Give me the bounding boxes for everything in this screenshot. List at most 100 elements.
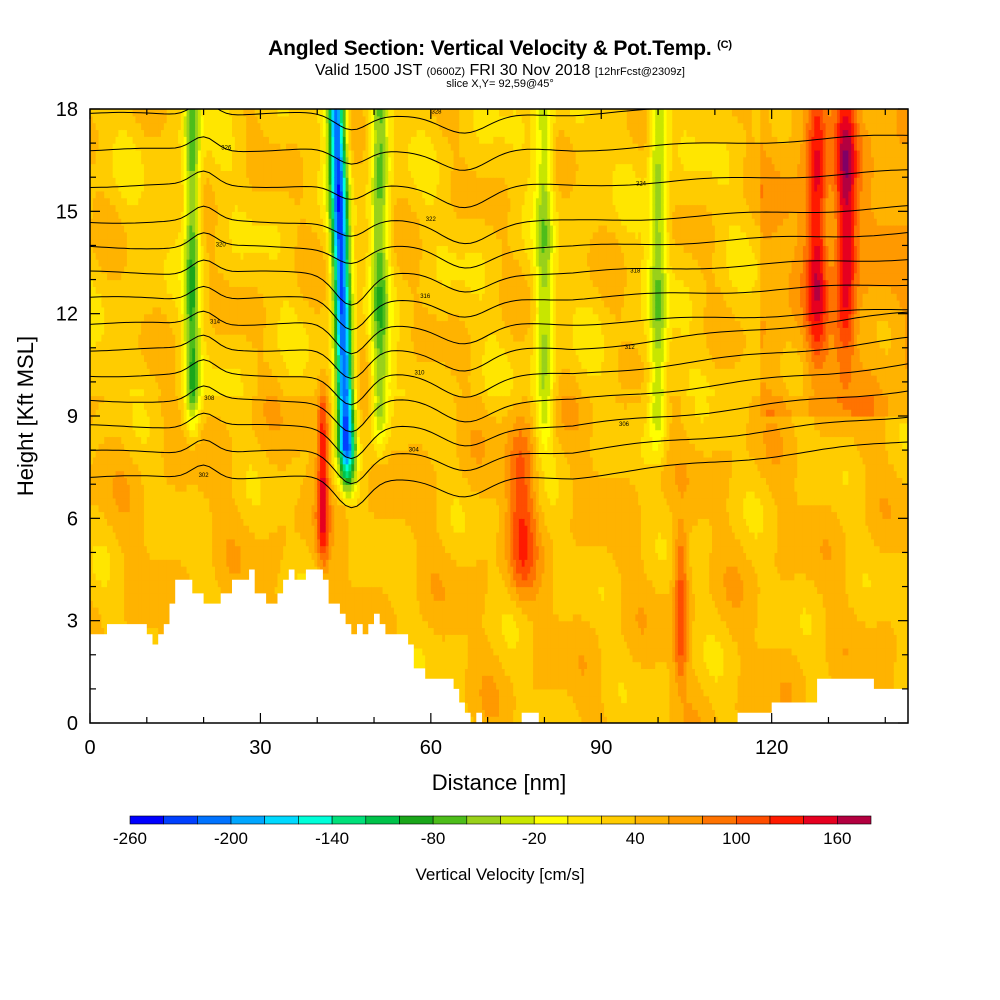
- velocity-cell: [92, 381, 97, 390]
- velocity-cell: [146, 429, 151, 438]
- velocity-cell: [161, 306, 165, 315]
- velocity-cell: [178, 477, 182, 485]
- velocity-cell: [161, 395, 165, 403]
- velocity-cell: [135, 463, 139, 472]
- velocity-cell: [109, 538, 114, 547]
- velocity-cell: [169, 340, 173, 349]
- velocity-cell: [109, 361, 114, 369]
- velocity-cell: [152, 238, 156, 247]
- velocity-cell: [126, 361, 131, 369]
- velocity-cell: [169, 238, 173, 247]
- velocity-cell: [101, 518, 105, 526]
- velocity-cell: [152, 163, 156, 171]
- velocity-cell: [107, 395, 111, 403]
- velocity-cell: [178, 566, 182, 574]
- velocity-cell: [132, 436, 137, 444]
- velocity-cell: [104, 122, 108, 131]
- velocity-cell: [126, 300, 131, 308]
- velocity-cell: [90, 463, 94, 472]
- velocity-cell: [135, 252, 139, 260]
- velocity-cell: [92, 354, 97, 363]
- velocity-cell: [124, 184, 128, 192]
- velocity-cell: [152, 593, 156, 601]
- velocity-cell: [161, 450, 165, 458]
- velocity-cell: [138, 347, 142, 356]
- velocity-cell: [141, 211, 145, 219]
- velocity-cell: [118, 518, 122, 526]
- velocity-cell: [115, 177, 119, 185]
- velocity-cell: [104, 518, 108, 526]
- velocity-cell: [104, 334, 108, 342]
- velocity-cell: [101, 613, 105, 622]
- velocity-cell: [124, 197, 128, 206]
- velocity-cell: [115, 320, 119, 328]
- velocity-cell: [146, 579, 151, 588]
- velocity-cell: [118, 136, 122, 144]
- velocity-cell: [138, 545, 142, 554]
- velocity-cell: [95, 607, 100, 615]
- velocity-cell: [172, 136, 176, 144]
- velocity-cell: [149, 484, 154, 492]
- velocity-cell: [129, 347, 134, 356]
- velocity-cell: [166, 347, 171, 356]
- velocity-cell: [95, 409, 100, 417]
- velocity-cell: [138, 334, 142, 342]
- velocity-cell: [178, 422, 182, 431]
- velocity-cell: [101, 136, 105, 144]
- velocity-cell: [121, 163, 125, 171]
- velocity-cell: [107, 286, 111, 294]
- velocity-cell: [141, 129, 145, 137]
- velocity-cell: [132, 545, 137, 554]
- velocity-cell: [146, 238, 151, 247]
- velocity-cell: [115, 354, 119, 363]
- velocity-cell: [121, 429, 125, 438]
- velocity-cell: [172, 463, 176, 472]
- velocity-cell: [109, 279, 114, 287]
- velocity-cell: [155, 136, 159, 144]
- velocity-cell: [98, 511, 102, 519]
- velocity-cell: [175, 122, 179, 131]
- velocity-cell: [172, 163, 176, 171]
- velocity-cell: [175, 286, 179, 294]
- velocity-cell: [107, 272, 111, 281]
- velocity-cell: [152, 354, 156, 363]
- velocity-cell: [149, 115, 154, 124]
- velocity-cell: [163, 559, 168, 567]
- velocity-cell: [101, 409, 105, 417]
- velocity-cell: [166, 607, 171, 615]
- velocity-cell: [126, 224, 131, 233]
- velocity-cell: [132, 218, 137, 226]
- velocity-cell: [161, 511, 165, 519]
- velocity-cell: [118, 300, 122, 308]
- velocity-cell: [163, 552, 168, 560]
- velocity-cell: [101, 252, 105, 260]
- velocity-cell: [146, 463, 151, 472]
- velocity-cell: [124, 518, 128, 526]
- velocity-cell: [149, 170, 154, 178]
- velocity-cell: [138, 477, 142, 485]
- velocity-cell: [152, 497, 156, 506]
- velocity-cell: [158, 259, 162, 267]
- velocity-cell: [95, 272, 100, 281]
- velocity-cell: [166, 559, 171, 567]
- velocity-cell: [172, 416, 176, 424]
- velocity-cell: [118, 238, 122, 247]
- velocity-cell: [112, 115, 117, 124]
- velocity-cell: [172, 265, 176, 274]
- velocity-cell: [158, 559, 162, 567]
- velocity-cell: [161, 607, 165, 615]
- velocity-cell: [143, 306, 148, 315]
- velocity-cell: [124, 566, 128, 574]
- velocity-cell: [104, 381, 108, 390]
- velocity-cell: [109, 177, 114, 185]
- velocity-cell: [169, 545, 173, 554]
- velocity-cell: [178, 545, 182, 554]
- velocity-cell: [118, 443, 122, 451]
- velocity-cell: [161, 204, 165, 212]
- velocity-cell: [98, 416, 102, 424]
- velocity-cell: [155, 627, 159, 635]
- velocity-cell: [149, 122, 154, 131]
- velocity-cell: [115, 190, 119, 199]
- velocity-cell: [132, 238, 137, 247]
- velocity-cell: [126, 143, 131, 151]
